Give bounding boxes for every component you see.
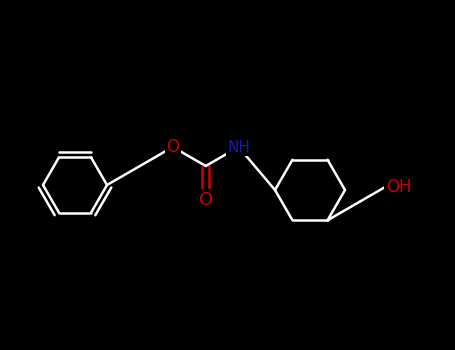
Text: NH: NH <box>227 140 250 154</box>
Text: OH: OH <box>386 178 411 196</box>
Text: O: O <box>199 191 213 209</box>
Text: O: O <box>167 138 179 156</box>
